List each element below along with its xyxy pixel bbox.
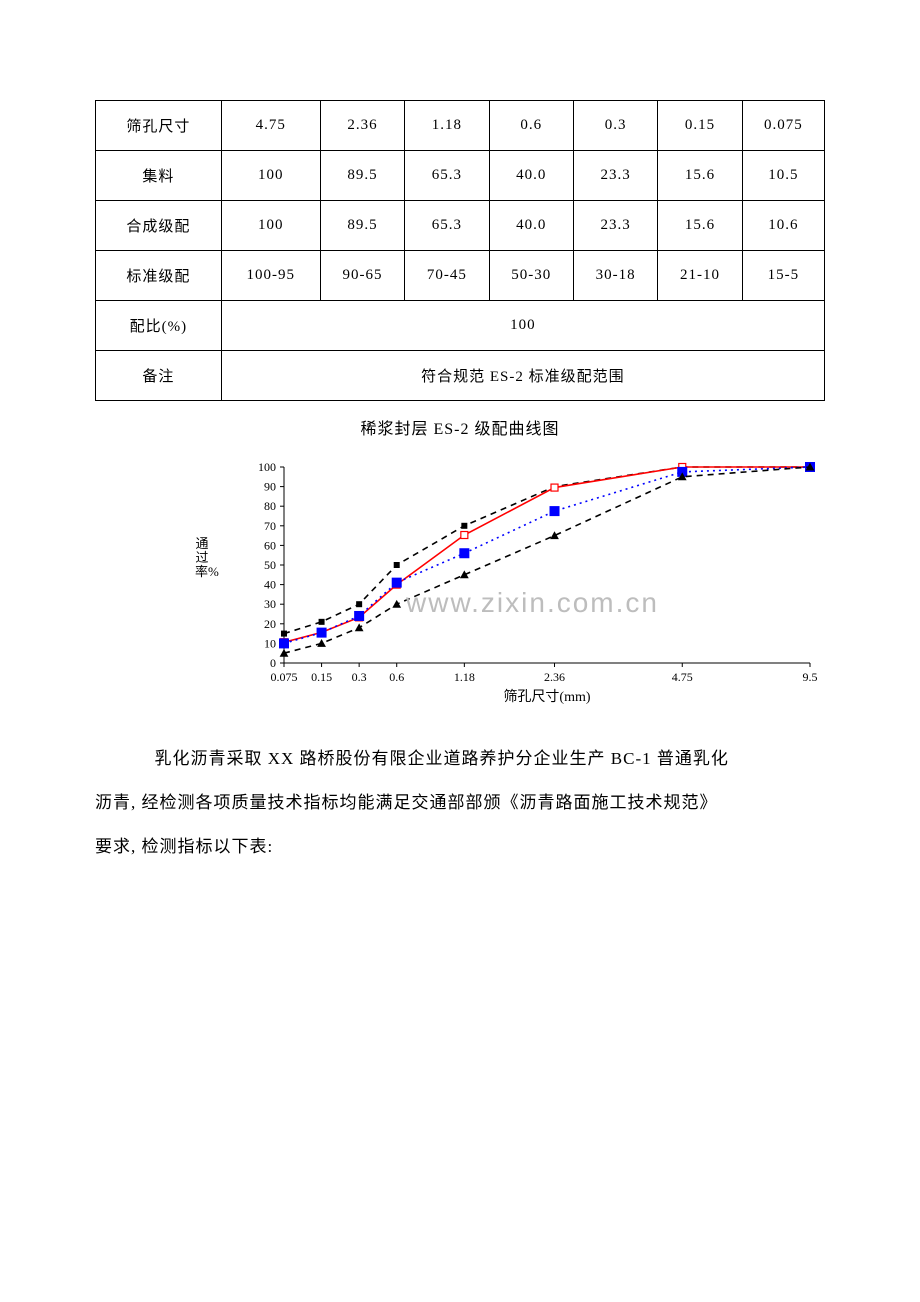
cell: 100 (221, 151, 320, 201)
cell: 10.5 (742, 151, 824, 201)
svg-text:50: 50 (264, 558, 276, 572)
svg-text:0.075: 0.075 (271, 670, 298, 684)
table-row: 标准级配 100-95 90-65 70-45 50-30 30-18 21-1… (96, 251, 825, 301)
svg-text:1.18: 1.18 (454, 670, 475, 684)
cell: 15.6 (658, 201, 742, 251)
col-header: 0.15 (658, 101, 742, 151)
cell: 23.3 (573, 201, 657, 251)
table-row: 筛孔尺寸 4.75 2.36 1.18 0.6 0.3 0.15 0.075 (96, 101, 825, 151)
cell: 65.3 (405, 151, 489, 201)
svg-text:2.36: 2.36 (544, 670, 565, 684)
cell: 89.5 (320, 151, 404, 201)
svg-text:0: 0 (270, 656, 276, 670)
col-header: 2.36 (320, 101, 404, 151)
chart-container: 通过率% 01020304050607080901000.0750.150.30… (185, 457, 825, 707)
col-header: 筛孔尺寸 (96, 101, 222, 151)
col-header: 0.6 (489, 101, 573, 151)
cell: 15.6 (658, 151, 742, 201)
cell: 90-65 (320, 251, 404, 301)
cell: 100-95 (221, 251, 320, 301)
row-label: 合成级配 (96, 201, 222, 251)
svg-text:4.75: 4.75 (672, 670, 693, 684)
cell: 50-30 (489, 251, 573, 301)
body-paragraphs: 乳化沥青采取 XX 路桥股份有限企业道路养护分企业生产 BC-1 普通乳化 沥青… (95, 737, 825, 870)
cell: 23.3 (573, 151, 657, 201)
cell: 89.5 (320, 201, 404, 251)
cell: 65.3 (405, 201, 489, 251)
row-label: 配比(%) (96, 301, 222, 351)
y-axis-label: 通过率% (195, 537, 209, 579)
cell: 30-18 (573, 251, 657, 301)
gradation-chart: 0 10 20 30 40 50 60 70 80 90 100 0.075 0.15 0.3 0.6 1.1… (240, 457, 820, 707)
paragraph: 沥青, 经检测各项质量技术指标均能满足交通部部颁《沥青路面施工技术规范》 (95, 781, 825, 825)
svg-text:80: 80 (264, 499, 276, 513)
svg-text:0.15: 0.15 (311, 670, 332, 684)
table-row: 配比(%) 100 (96, 301, 825, 351)
cell: 40.0 (489, 151, 573, 201)
ratio-cell: 100 (221, 301, 824, 351)
svg-text:70: 70 (264, 519, 276, 533)
svg-text:40: 40 (264, 578, 276, 592)
col-header: 1.18 (405, 101, 489, 151)
cell: 21-10 (658, 251, 742, 301)
table-row: 集料 100 89.5 65.3 40.0 23.3 15.6 10.5 (96, 151, 825, 201)
col-header: 0.3 (573, 101, 657, 151)
cell: 100 (221, 201, 320, 251)
row-label: 集料 (96, 151, 222, 201)
gradation-table: 筛孔尺寸 4.75 2.36 1.18 0.6 0.3 0.15 0.075 集… (95, 100, 825, 401)
cell: 10.6 (742, 201, 824, 251)
svg-text:100: 100 (258, 460, 276, 474)
svg-text:90: 90 (264, 480, 276, 494)
paragraph: 乳化沥青采取 XX 路桥股份有限企业道路养护分企业生产 BC-1 普通乳化 (95, 737, 825, 781)
chart-title: 稀浆封层 ES-2 级配曲线图 (95, 415, 825, 439)
svg-text:筛孔尺寸(mm): 筛孔尺寸(mm) (503, 689, 590, 705)
paragraph: 要求, 检测指标以下表: (95, 825, 825, 869)
note-cell: 符合规范 ES-2 标准级配范围 (221, 351, 824, 401)
svg-text:9.5: 9.5 (803, 670, 818, 684)
col-header: 4.75 (221, 101, 320, 151)
table-row: 合成级配 100 89.5 65.3 40.0 23.3 15.6 10.6 (96, 201, 825, 251)
svg-text:10: 10 (264, 636, 276, 650)
svg-text:60: 60 (264, 538, 276, 552)
col-header: 0.075 (742, 101, 824, 151)
row-label: 备注 (96, 351, 222, 401)
cell: 15-5 (742, 251, 824, 301)
svg-text:20: 20 (264, 617, 276, 631)
table-row: 备注 符合规范 ES-2 标准级配范围 (96, 351, 825, 401)
svg-text:30: 30 (264, 597, 276, 611)
svg-text:0.3: 0.3 (352, 670, 367, 684)
cell: 70-45 (405, 251, 489, 301)
cell: 40.0 (489, 201, 573, 251)
row-label: 标准级配 (96, 251, 222, 301)
svg-text:0.6: 0.6 (389, 670, 404, 684)
